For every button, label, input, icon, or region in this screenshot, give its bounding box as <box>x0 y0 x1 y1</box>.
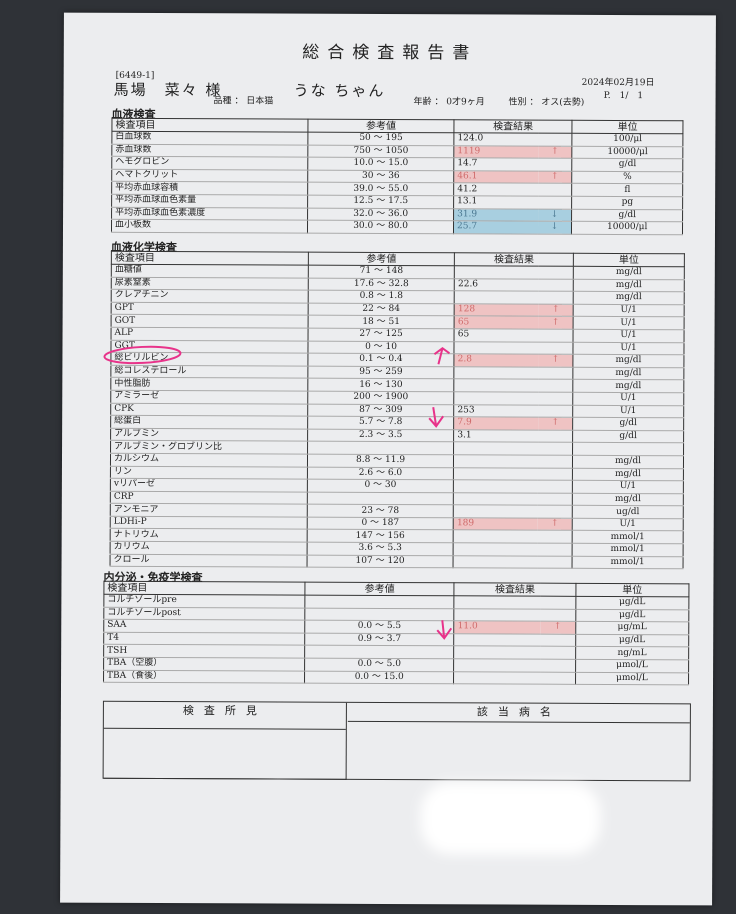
up-arrow-annotation <box>433 346 451 365</box>
report-paper: 総合検査報告書 [6449-1] 馬場 菜々 様 うな ちゃん 2024年02月… <box>60 12 716 906</box>
handwritten-annotations <box>103 345 453 640</box>
down-arrow-annotation <box>428 407 445 428</box>
down-arrow-annotation-2 <box>436 620 453 640</box>
circle-annotation <box>103 345 182 365</box>
